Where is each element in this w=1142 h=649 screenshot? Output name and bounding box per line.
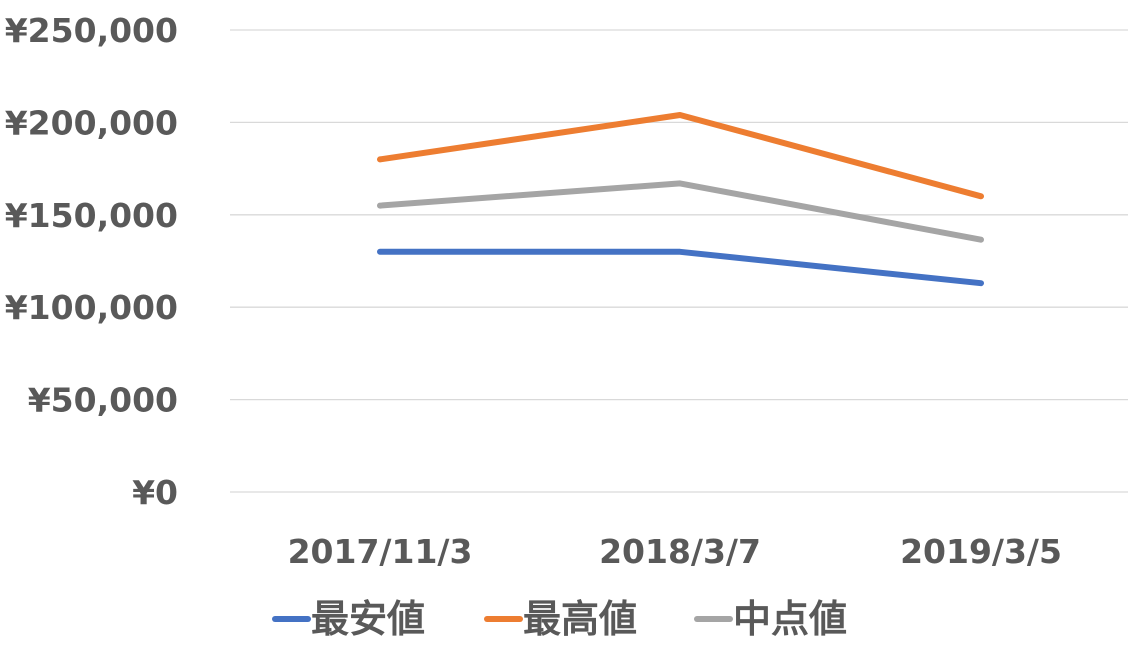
x-tick-label: 2019/3/5 bbox=[900, 532, 1062, 571]
y-tick-label: ¥0 bbox=[132, 473, 178, 512]
legend-label: 最高値 bbox=[523, 597, 637, 641]
series-line-1 bbox=[380, 252, 981, 283]
series-lines bbox=[380, 115, 981, 283]
x-axis-tick-labels: 2017/11/3 2018/3/7 2019/3/5 bbox=[288, 532, 1062, 571]
legend: 最安値 最高値 中点値 bbox=[275, 597, 847, 641]
y-axis-tick-labels: ¥0 ¥50,000 ¥100,000 ¥150,000 ¥200,000 ¥250,00… bbox=[5, 11, 178, 512]
y-tick-label: ¥50,000 bbox=[28, 381, 178, 420]
y-tick-label: ¥200,000 bbox=[5, 103, 178, 142]
y-tick-label: ¥250,000 bbox=[5, 11, 178, 50]
x-tick-label: 2017/11/3 bbox=[288, 532, 473, 571]
legend-label: 中点値 bbox=[733, 597, 847, 641]
legend-label: 最安値 bbox=[311, 597, 425, 641]
series-line-3 bbox=[380, 183, 981, 239]
grid-lines bbox=[230, 30, 1128, 492]
y-tick-label: ¥150,000 bbox=[5, 196, 178, 235]
x-tick-label: 2018/3/7 bbox=[599, 532, 761, 571]
y-tick-label: ¥100,000 bbox=[5, 288, 178, 327]
